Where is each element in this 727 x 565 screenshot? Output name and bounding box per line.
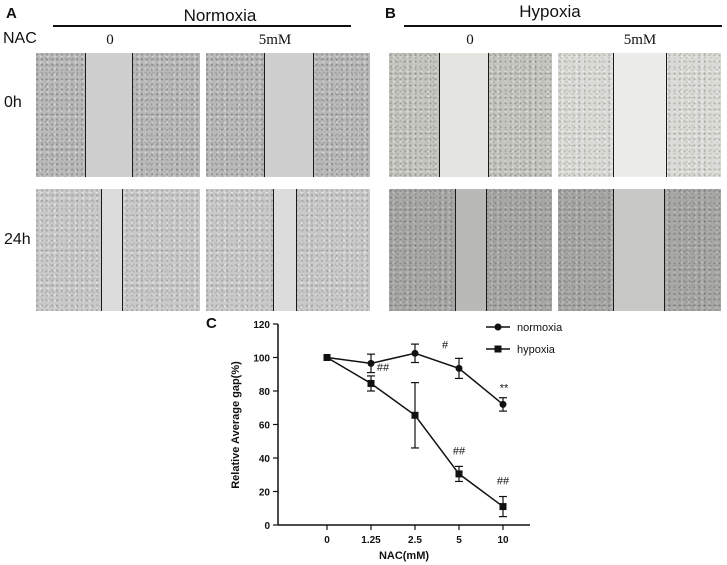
- x-tick-label-1: 1.25: [361, 535, 381, 546]
- micrograph-hypoxia-0h-5mm: [558, 53, 721, 177]
- normoxia-title: Normoxia: [183, 6, 257, 25]
- panel-b-letter: B: [385, 5, 396, 22]
- x-tick-label-2: 2.5: [408, 535, 422, 546]
- y-tick-label-0: 0: [264, 521, 270, 532]
- y-tick-label-60: 60: [259, 421, 271, 432]
- legend-marker-hypoxia: [494, 345, 502, 353]
- hypoxia-point-0: [323, 354, 331, 361]
- hypoxia-col-0: 0: [466, 32, 474, 48]
- legend-label-normoxia: normoxia: [517, 322, 563, 334]
- x-axis-label: NAC(mM): [379, 550, 429, 562]
- hypoxia-point-2: [411, 411, 419, 419]
- legend-marker-normoxia: [494, 323, 502, 331]
- hypoxia-title: Hypoxia: [519, 2, 581, 21]
- hypoxia-point-1: [367, 379, 375, 387]
- micrograph-normoxia-24h-5mm: [206, 189, 370, 311]
- y-tick-label-40: 40: [259, 454, 271, 465]
- micrograph-hypoxia-24h-5mm: [558, 189, 721, 311]
- micrograph-hypoxia-24h-0: [389, 189, 552, 311]
- hypoxia-annotation-2: #: [442, 340, 449, 352]
- y-tick-label-20: 20: [259, 488, 271, 499]
- y-tick-label-100: 100: [253, 354, 270, 365]
- micrograph-normoxia-0h-5mm: [206, 53, 370, 177]
- panel-a-letter: A: [6, 5, 17, 22]
- x-tick-label-0: 0: [324, 535, 330, 546]
- normoxia-point-1: [367, 359, 375, 367]
- normoxia-annotation-4: **: [500, 383, 509, 395]
- hypoxia-underline: [404, 25, 722, 27]
- x-tick-label-4: 10: [497, 535, 509, 546]
- hypoxia-annotation-4: ##: [497, 476, 510, 488]
- nac-label: NAC: [3, 30, 37, 47]
- panel-c-letter: C: [206, 315, 217, 332]
- normoxia-col-5mm: 5mM: [258, 32, 292, 48]
- x-tick-label-3: 5: [456, 535, 462, 546]
- micrograph-normoxia-0h-0: [36, 53, 200, 177]
- normoxia-col-0: 0: [106, 32, 114, 48]
- hypoxia-point-4: [499, 503, 507, 511]
- y-tick-label-80: 80: [259, 387, 271, 398]
- normoxia-underline: [53, 25, 351, 27]
- legend-label-hypoxia: hypoxia: [517, 344, 556, 356]
- y-axis-label: Relative Average gap(%): [230, 361, 242, 489]
- hypoxia-annotation-3: ##: [453, 445, 466, 457]
- normoxia-point-2: [411, 349, 419, 357]
- micrograph-hypoxia-0h-0: [389, 53, 552, 177]
- row-label-24h: 24h: [4, 231, 31, 248]
- normoxia-point-3: [455, 364, 463, 372]
- hypoxia-annotation-1: ##: [377, 362, 390, 374]
- y-tick-label-120: 120: [253, 320, 270, 331]
- hypoxia-point-3: [455, 470, 463, 478]
- normoxia-point-4: [499, 400, 507, 408]
- hypoxia-col-5mm: 5mM: [623, 32, 657, 48]
- row-label-0h: 0h: [4, 94, 22, 111]
- micrograph-normoxia-24h-0: [36, 189, 200, 311]
